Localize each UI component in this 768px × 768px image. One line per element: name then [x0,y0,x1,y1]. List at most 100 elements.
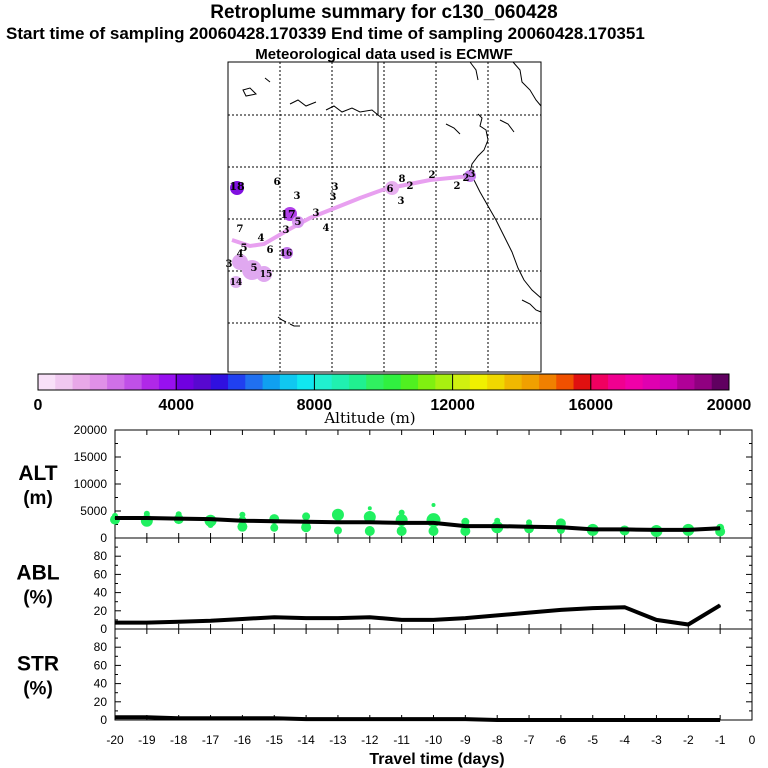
coastline [242,61,542,327]
colorbar-swatch [193,374,212,390]
map-label: 4 [258,233,265,244]
str-label: STR [17,653,59,676]
colorbar-swatch [642,374,661,390]
map-label: 2 [463,173,470,184]
map-label: 18 [229,180,245,193]
xtick-label: -14 [297,733,315,747]
map-label: 15 [260,270,273,280]
str-data-point [464,718,466,720]
colorbar-tick-label: 16000 [569,397,614,414]
sampling-times: Start time of sampling 20060428.170339 E… [6,24,645,43]
colorbar-swatch [556,374,575,390]
map-label: 8 [399,174,406,185]
map-label: 5 [241,243,248,254]
colorbar-swatch [677,374,695,390]
colorbar-swatch [158,374,177,390]
alt-label: ALT [18,462,57,485]
abl-data-point [560,609,562,611]
abl-data-point [655,619,657,621]
map-label: 4 [323,223,330,234]
map-label: 6 [274,177,281,188]
colorbar-swatch [418,374,436,390]
abl-data-point [114,622,116,624]
abl-data-point [305,617,307,619]
chart-title: Retroplume summary for c130_060428 [210,2,558,23]
altitude-scatter-point [239,511,246,518]
abl-ytick-label: 0 [100,622,107,636]
map-label: 2 [454,181,461,192]
colorbar-swatch [538,374,557,390]
map-label: 3 [313,208,320,219]
altitude-scatter-point [363,510,376,523]
colorbar-swatch [711,374,730,390]
abl-data-point [528,612,530,614]
altitude-scatter-point [270,523,279,532]
map-label: 4 [237,249,244,260]
colorbar-swatch [608,374,626,390]
str-data-point [719,719,721,721]
xtick-label: 0 [749,733,756,747]
colorbar-swatch [504,374,523,390]
map-label: 6 [267,245,274,256]
abl-data-point [337,617,339,619]
str-data-point [687,719,689,721]
colorbar-swatch [348,374,367,390]
abl-ytick-label: 80 [94,549,108,563]
alt-ytick-label: 20000 [74,423,108,437]
map-label: 3 [283,225,290,236]
abl-data-point [210,620,212,622]
str-data-point [114,716,116,718]
abl-panel: 0 20 40 60 80 ABL (%) [16,537,753,636]
colorbar-swatch [573,374,592,390]
colorbar-swatch [38,374,56,390]
colorbar-swatch [262,374,281,390]
str-data-point [433,718,434,720]
str-data-point [305,718,307,720]
colorbar-swatch [487,374,505,390]
altitude-scatter-point [494,517,501,524]
xtick-label: -18 [170,733,188,747]
abl-data-point [178,621,180,623]
alt-unit: (m) [23,488,53,509]
map-label: 17 [280,208,295,221]
alt-data-point [464,525,466,527]
altitude-scatter-point [461,517,470,526]
colorbar-swatch [210,374,229,390]
map-label: 3 [398,196,405,207]
xtick-label: -2 [683,733,694,747]
alt-data-point [496,525,498,527]
xtick-label: -19 [138,733,156,747]
alt-data-point [528,526,530,528]
colorbar-swatch [297,374,315,390]
xtick-label: -16 [234,733,252,747]
altitude-scatter-point [143,510,150,517]
abl-data-point [273,616,275,618]
str-data-point [210,717,212,719]
x-axis-title: Travel time (days) [369,751,504,768]
altitude-scatter-point [398,509,405,516]
colorbar-tick-label: 12000 [430,397,475,414]
altitude-scatter-point [237,521,248,532]
colorbar-swatch [176,374,194,390]
str-data-point [273,717,275,719]
alt-data-point [687,529,689,531]
altitude-scatter-point [460,525,471,536]
altitude-scatter-point [331,508,344,521]
colorbar-swatch [435,374,454,390]
abl-data-point [687,623,689,625]
map-label: 3 [469,169,476,180]
alt-data-point [210,518,212,520]
alt-data-point [146,517,148,519]
alt-data-point [719,527,721,529]
map-label: 14 [230,278,243,288]
xtick-label: -10 [425,733,443,747]
altitude-scatter-point [207,522,214,529]
xtick-label: -7 [524,733,535,747]
str-series-line [115,715,721,722]
alt-data-point [433,522,434,524]
altitude-scatter-point [302,512,311,521]
str-data-point [528,719,530,721]
str-ytick-label: 20 [94,695,108,709]
xtick-label: -17 [202,733,220,747]
